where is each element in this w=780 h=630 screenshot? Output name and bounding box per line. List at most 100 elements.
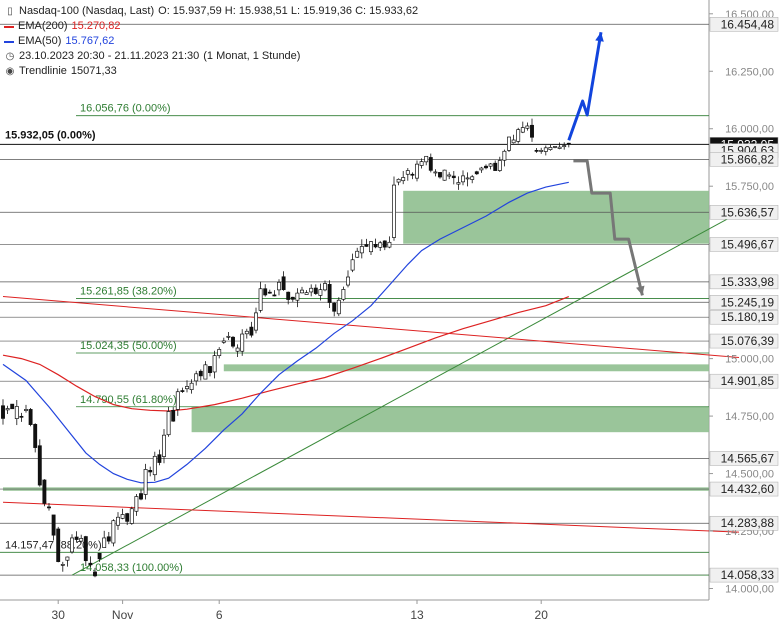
period-note: (1 Monat, 1 Stunde) [203, 50, 301, 62]
candle-body [166, 411, 171, 436]
price-label-box [709, 481, 779, 497]
candle [396, 178, 401, 186]
candle [539, 147, 544, 154]
candle-body [235, 347, 240, 352]
candle [70, 534, 74, 554]
candle [484, 164, 488, 170]
candle [323, 280, 327, 292]
x-tick-label: 20 [535, 608, 549, 622]
candle-body [5, 408, 10, 411]
candle [497, 156, 502, 172]
candle-body [350, 259, 355, 271]
candle [461, 170, 465, 186]
candle [428, 153, 433, 173]
candle-body [355, 250, 360, 258]
x-tick-label: 30 [52, 608, 66, 622]
ohlc-values: O: 15.937,59 H: 15.938,51 L: 15.919,36 C… [158, 5, 419, 17]
candle [470, 174, 475, 184]
candle-body [309, 287, 314, 293]
candle [415, 160, 419, 182]
legend-ema50-row[interactable]: EMA(50) 15.767,62 [4, 34, 418, 49]
candle-body [212, 355, 217, 373]
candle [157, 449, 162, 466]
candle-body [88, 562, 93, 566]
candle [502, 149, 507, 167]
price-label: 15.636,57 [721, 205, 775, 219]
candle-body [300, 289, 304, 294]
candle [327, 280, 332, 309]
legend-ema200-row[interactable]: EMA(200) 15.270,82 [4, 19, 418, 34]
target-icon: ◉ [5, 66, 15, 77]
candle-body [392, 184, 396, 238]
fib-level-label: 14.058,33 (100.00%) [80, 562, 183, 574]
candle [309, 284, 314, 297]
candle [134, 494, 139, 516]
candle-body [415, 163, 419, 179]
candle-body [74, 536, 79, 540]
candle-body [318, 289, 323, 296]
candle [419, 158, 424, 169]
candle [341, 286, 346, 302]
candle-body [378, 242, 383, 248]
legend: ▯ Nasdaq-100 (Nasdaq, Last) O: 15.937,59… [4, 4, 418, 79]
time-axis: 30 Nov 6 13 20 [52, 600, 549, 622]
candle-body [19, 415, 24, 418]
candle-body [497, 160, 502, 171]
ema50-value: 15.767,62 [65, 35, 115, 47]
candle [493, 160, 498, 171]
candle [525, 122, 530, 131]
bullish-arrow-head [595, 32, 604, 42]
candle [37, 439, 42, 487]
candle [56, 526, 61, 563]
price-label: 15.496,67 [721, 237, 775, 251]
candle-body [447, 174, 452, 177]
candle-body [185, 386, 189, 390]
candle [281, 271, 286, 291]
candle-body [290, 296, 295, 300]
candle [410, 172, 415, 180]
bearish-arrow-head [636, 285, 645, 296]
y-tick-label: 15.000,00 [725, 354, 774, 366]
candle-body [93, 571, 97, 577]
candle-body [387, 241, 392, 248]
candle-body [198, 370, 203, 377]
support-zone [223, 364, 710, 372]
candle [1, 399, 5, 425]
y-tick-label: 15.750,00 [725, 181, 774, 193]
candle [557, 142, 562, 150]
candle [438, 172, 442, 179]
candle-body [341, 289, 346, 300]
candle-body [543, 147, 548, 152]
candle-body [313, 287, 318, 294]
candle-body [65, 556, 70, 561]
candle [194, 370, 199, 386]
candle-body [327, 284, 332, 303]
candle-body [424, 155, 429, 163]
price-label: 14.432,60 [721, 482, 775, 496]
price-label: 15.866,82 [721, 152, 775, 166]
candle [511, 134, 516, 144]
y-tick-label: 16.250,00 [725, 66, 774, 78]
candle-body [346, 276, 350, 286]
candle [355, 247, 360, 258]
candle-body [51, 514, 56, 536]
candle-body [553, 146, 557, 148]
legend-trendline-row[interactable]: ◉ Trendlinie 15071,33 [4, 64, 418, 79]
candle-body [272, 294, 277, 297]
price-label-box [709, 515, 779, 531]
candle-body [240, 333, 245, 352]
resistance-line [2, 296, 740, 358]
y-tick-label: 16.000,00 [725, 124, 774, 136]
candle-body [56, 528, 61, 562]
candle-body [451, 175, 456, 179]
candle-body [442, 169, 447, 181]
candle [106, 531, 111, 545]
candle-body [539, 149, 544, 152]
candle [300, 286, 304, 294]
ema200-label: EMA(200) [18, 20, 68, 32]
price-label-box [709, 295, 779, 310]
candle-body [24, 409, 28, 411]
fib-level-label: 14.157,47 (88.20%) [5, 539, 102, 551]
candle-body [438, 172, 442, 178]
candle [139, 489, 143, 501]
